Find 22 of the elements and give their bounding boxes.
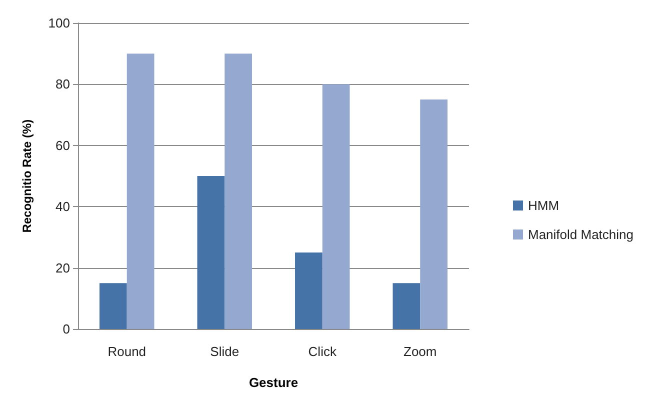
y-tick-label: 0 [62,322,70,336]
legend-label: HMM [528,198,560,213]
bar [295,252,322,329]
y-tick-label: 100 [48,16,70,30]
bar [420,100,448,329]
y-axis-title: Recognitio Rate (%) [20,119,34,233]
bar [322,84,350,329]
x-axis-title: Gesture [248,375,298,390]
legend-label: Manifold Matching [528,227,634,242]
x-tick-label: Click [308,344,337,359]
x-tick-label: Round [108,344,146,359]
bar [392,283,420,329]
y-tick-label: 20 [56,260,70,276]
bar [224,54,252,329]
x-tick-label: Slide [210,344,240,359]
bar [100,283,127,329]
bar [197,176,225,329]
y-tick-label: 60 [56,138,70,153]
y-tick-label: 40 [56,199,70,214]
x-tick-label: Zoom [404,344,437,359]
bar [126,54,154,329]
y-tick-label: 80 [56,76,70,92]
